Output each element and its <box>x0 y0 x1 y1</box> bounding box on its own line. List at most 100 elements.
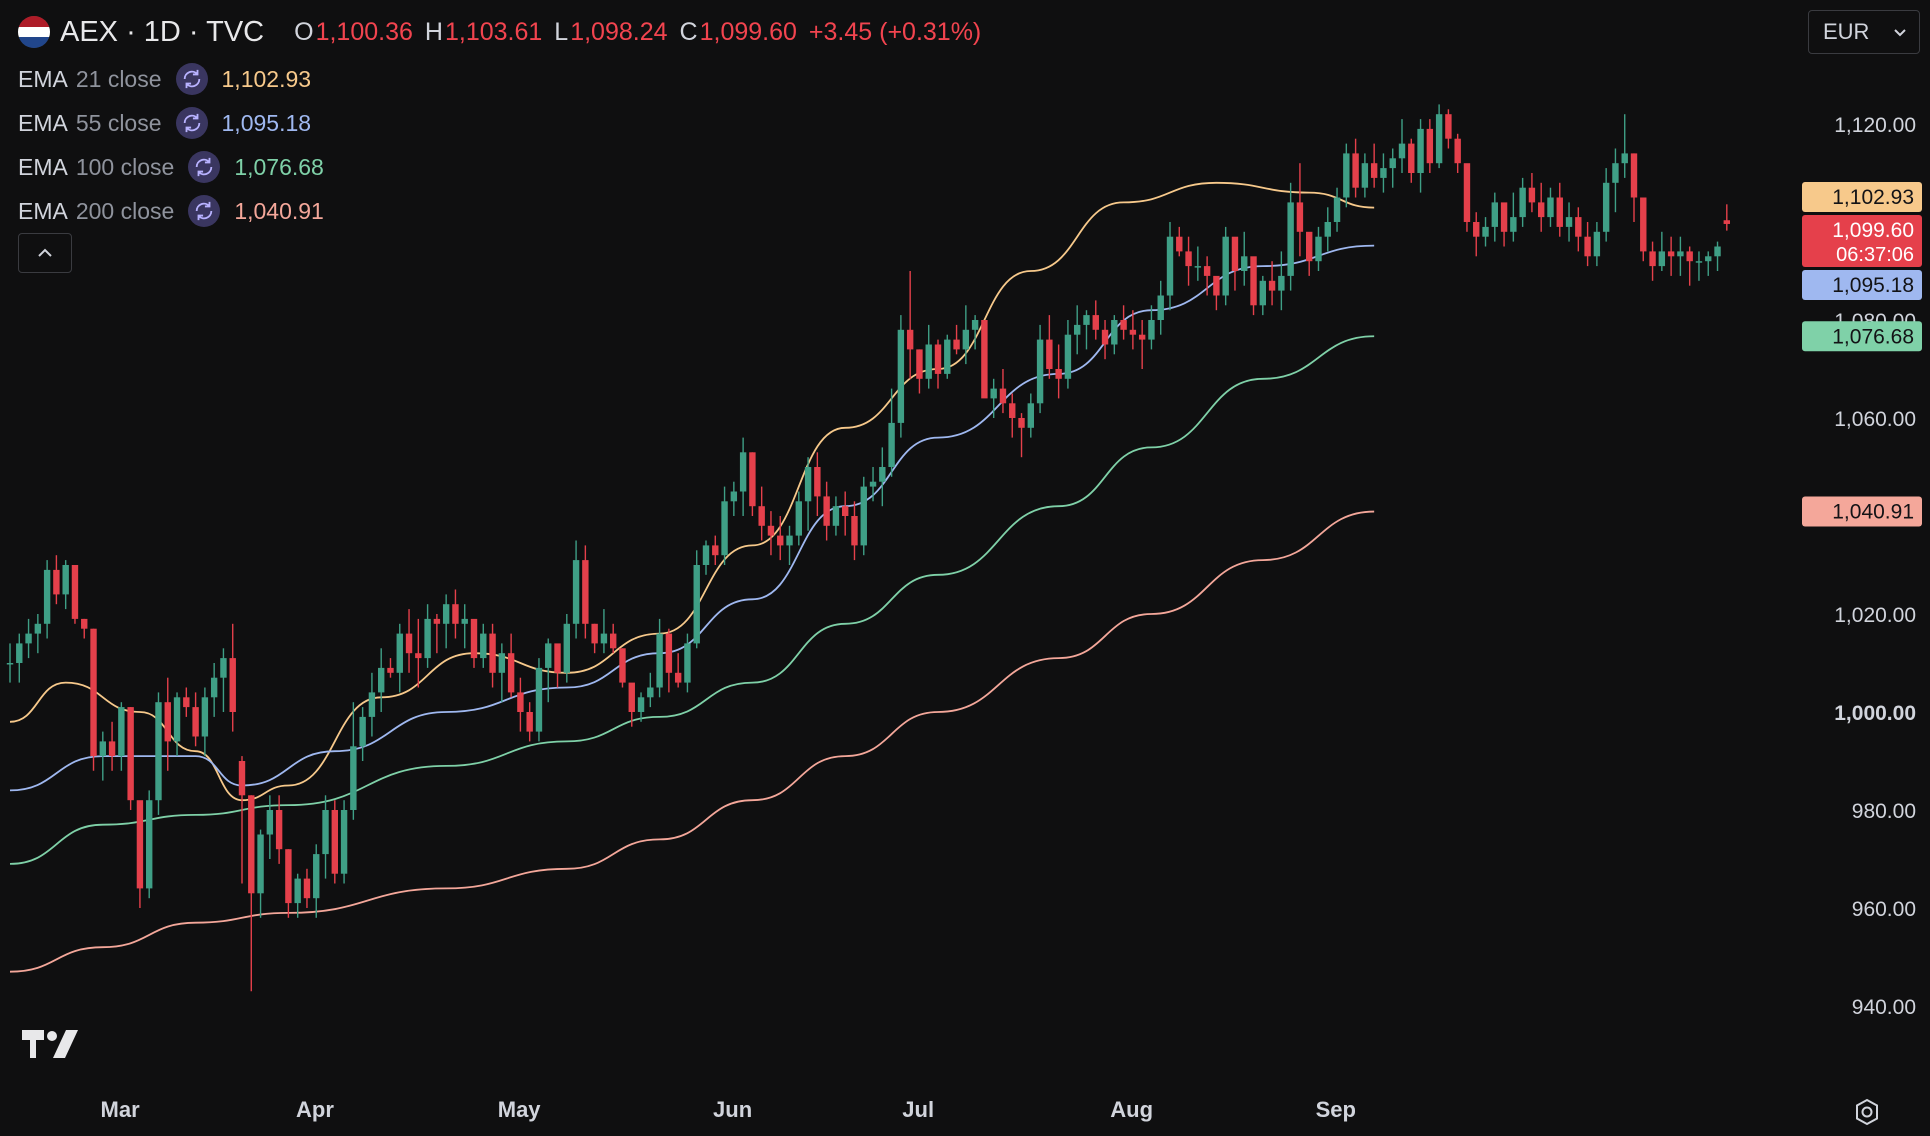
candle-body[interactable] <box>600 633 608 644</box>
candle-body[interactable] <box>749 452 756 507</box>
candle-body[interactable] <box>1027 403 1034 428</box>
candle-body[interactable] <box>1194 266 1202 268</box>
candle-body[interactable] <box>721 501 728 556</box>
legend-ema-200[interactable]: EMA 200 close 1,040.91 <box>18 189 324 233</box>
candle-body[interactable] <box>1398 143 1406 159</box>
candle-body[interactable] <box>303 878 311 899</box>
candle-body[interactable] <box>266 810 274 835</box>
candle-body[interactable] <box>424 618 431 659</box>
candle-body[interactable] <box>674 672 682 683</box>
candle-body[interactable] <box>888 422 895 467</box>
candle-body[interactable] <box>127 707 134 801</box>
candle-body[interactable] <box>1213 275 1220 296</box>
candle-body[interactable] <box>164 702 171 742</box>
candle-body[interactable] <box>136 800 144 889</box>
candle-body[interactable] <box>1268 280 1276 291</box>
candle-body[interactable] <box>1120 320 1127 330</box>
candle-body[interactable] <box>897 329 905 423</box>
candle-body[interactable] <box>1222 236 1229 296</box>
candle-body[interactable] <box>146 800 153 889</box>
candle-body[interactable] <box>1463 163 1471 222</box>
candle-body[interactable] <box>1584 236 1591 257</box>
candle-body[interactable] <box>1166 236 1174 296</box>
candle-body[interactable] <box>684 643 691 683</box>
candle-body[interactable] <box>1649 251 1656 267</box>
candle-body[interactable] <box>350 746 357 810</box>
candle-body[interactable] <box>294 878 301 904</box>
candle-body[interactable] <box>962 329 970 350</box>
candle-body[interactable] <box>1064 334 1072 379</box>
candle-body[interactable] <box>693 565 700 644</box>
candle-body[interactable] <box>1640 197 1647 252</box>
candle-body[interactable] <box>81 618 88 629</box>
candle-body[interactable] <box>489 633 496 673</box>
candle-body[interactable] <box>879 467 886 482</box>
legend-ema-100[interactable]: EMA 100 close 1,076.68 <box>18 145 324 189</box>
candle-body[interactable] <box>1528 187 1536 203</box>
candle-body[interactable] <box>925 344 932 379</box>
candle-body[interactable] <box>702 545 710 565</box>
candle-body[interactable] <box>1454 138 1461 164</box>
candle-body[interactable] <box>1658 251 1666 267</box>
candle-body[interactable] <box>461 618 468 624</box>
candle-body[interactable] <box>220 658 227 678</box>
candle-body[interactable] <box>1241 256 1248 271</box>
candle-body[interactable] <box>545 643 552 668</box>
candle-body[interactable] <box>999 388 1007 404</box>
refresh-icon[interactable] <box>188 195 221 227</box>
candle-body[interactable] <box>396 633 403 673</box>
candle-body[interactable] <box>1612 163 1619 183</box>
candle-body[interactable] <box>804 467 812 502</box>
candle-body[interactable] <box>647 687 654 698</box>
candle-body[interactable] <box>971 320 979 330</box>
candle-body[interactable] <box>1435 114 1443 164</box>
candle-body[interactable] <box>1287 202 1294 276</box>
candle-body[interactable] <box>257 834 264 894</box>
candle-body[interactable] <box>507 653 515 693</box>
candle-body[interactable] <box>1231 236 1239 271</box>
candle-body[interactable] <box>517 692 524 712</box>
candle-body[interactable] <box>1092 315 1099 330</box>
candle-body[interactable] <box>1380 168 1387 178</box>
candle-body[interactable] <box>730 491 738 502</box>
candle-body[interactable] <box>34 623 42 634</box>
candle-body[interactable] <box>1101 329 1109 345</box>
candle-body[interactable] <box>981 320 988 399</box>
candle-body[interactable] <box>6 663 14 665</box>
legend-ema-21[interactable]: EMA 21 close 1,102.93 <box>18 57 324 101</box>
candle-body[interactable] <box>712 545 719 556</box>
candle-body[interactable] <box>16 643 23 663</box>
candle-body[interactable] <box>1111 320 1118 345</box>
candle-body[interactable] <box>842 506 849 516</box>
candle-body[interactable] <box>1259 280 1266 306</box>
candle-body[interactable] <box>563 623 570 673</box>
candle-body[interactable] <box>192 707 199 737</box>
candle-body[interactable] <box>238 761 246 796</box>
candle-body[interactable] <box>1417 128 1424 173</box>
candle-body[interactable] <box>628 682 635 712</box>
candle-body[interactable] <box>1361 163 1369 188</box>
candle-body[interactable] <box>1176 236 1183 252</box>
candle-body[interactable] <box>1547 197 1554 218</box>
candle-body[interactable] <box>1705 256 1712 262</box>
candle-body[interactable] <box>118 707 125 757</box>
candle-body[interactable] <box>378 667 385 693</box>
candle-body[interactable] <box>1018 418 1025 428</box>
candle-body[interactable] <box>71 565 79 619</box>
candle-body[interactable] <box>387 667 394 673</box>
candle-body[interactable] <box>1203 266 1211 276</box>
refresh-icon[interactable] <box>188 151 221 183</box>
candle-body[interactable] <box>786 535 793 546</box>
candle-body[interactable] <box>860 486 867 546</box>
candle-body[interactable] <box>331 810 338 874</box>
candle-body[interactable] <box>155 702 162 801</box>
candle-body[interactable] <box>1343 153 1350 198</box>
candle-body[interactable] <box>1575 217 1582 237</box>
candle-body[interactable] <box>90 628 97 757</box>
candle-body[interactable] <box>1148 320 1155 340</box>
candle-body[interactable] <box>1621 153 1628 164</box>
candle-body[interactable] <box>275 810 283 850</box>
candle-body[interactable] <box>415 653 422 659</box>
candle-body[interactable] <box>62 565 69 595</box>
candle-body[interactable] <box>990 388 997 399</box>
